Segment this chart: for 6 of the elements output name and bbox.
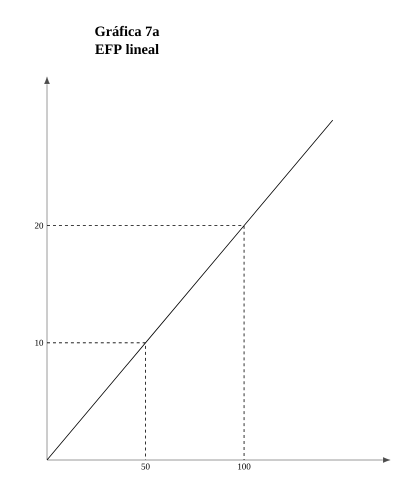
chart-subtitle: EFP lineal	[95, 44, 159, 54]
y-tick-label: 20	[34, 222, 44, 229]
x-tick-label: 50	[142, 464, 150, 470]
x-tick-label: 100	[238, 464, 250, 470]
y-tick-label: 10	[35, 340, 44, 346]
chart-title: Gráfica 7a	[95, 26, 160, 36]
